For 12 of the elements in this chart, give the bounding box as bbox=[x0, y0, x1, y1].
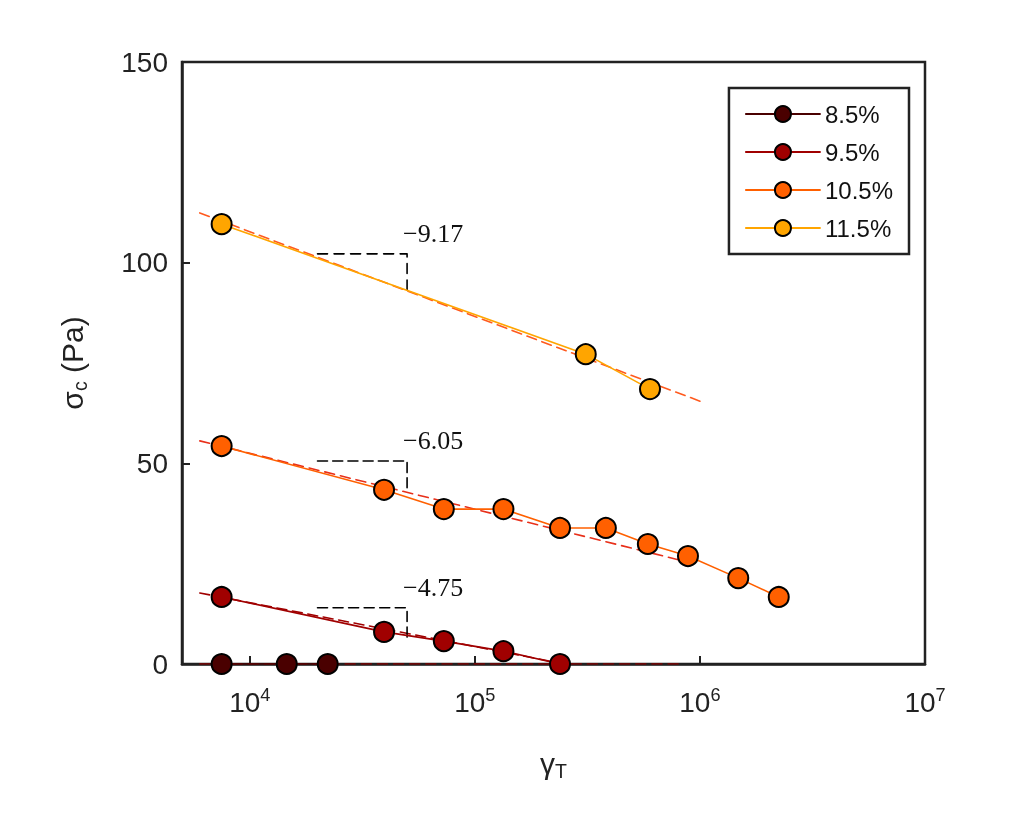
y-axis-title: σc (Pa) bbox=[56, 316, 91, 410]
annotation: −4.75 bbox=[403, 573, 464, 603]
y-tick-label: 100 bbox=[121, 247, 168, 279]
y-tick-label: 0 bbox=[152, 648, 168, 680]
legend-label: 11.5% bbox=[824, 214, 892, 242]
annotation: −9.17 bbox=[403, 219, 464, 249]
legend-label: 8.5% bbox=[824, 100, 880, 128]
legend-label: 10.5% bbox=[824, 176, 894, 204]
annotation: −6.05 bbox=[403, 426, 464, 456]
legend-label: 9.5% bbox=[824, 138, 880, 166]
y-tick-label: 50 bbox=[136, 447, 168, 479]
y-tick-label: 150 bbox=[121, 46, 168, 78]
